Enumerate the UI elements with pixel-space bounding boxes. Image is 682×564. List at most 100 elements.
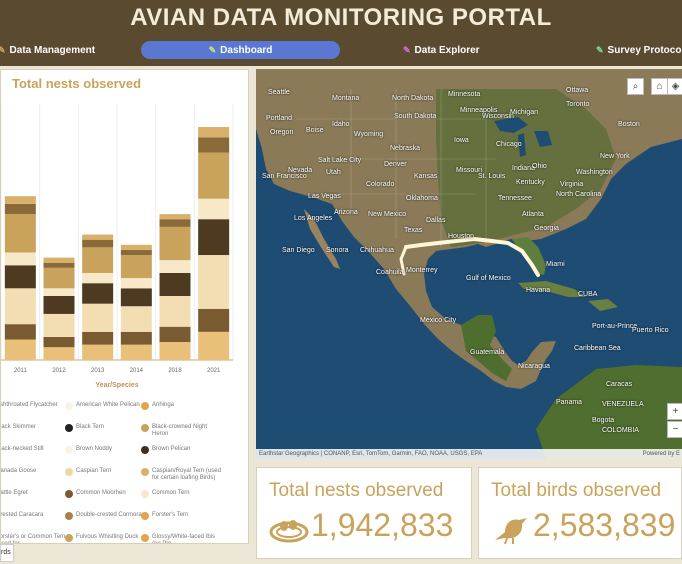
bar-segment[interactable] — [120, 344, 152, 360]
bar-segment[interactable] — [4, 324, 36, 340]
bar-segment[interactable] — [4, 203, 36, 215]
map-place-label: Houston — [448, 233, 475, 240]
legend-label: Black Skimmer — [0, 424, 37, 430]
nav-dashboard[interactable]: ✎ Dashboard — [141, 41, 340, 59]
map-place-label: Puerto Rico — [632, 327, 669, 334]
legend-item[interactable]: Brown Noddy — [65, 446, 147, 454]
bar-segment[interactable] — [82, 247, 114, 273]
bar-segment[interactable] — [43, 257, 75, 263]
legend-item[interactable]: Glossy/White-faced Ibis (no Plg... — [141, 534, 223, 544]
bar-segment[interactable] — [198, 127, 230, 138]
bar-segment[interactable] — [4, 196, 36, 204]
legend-item[interactable]: Black-crowned Night Heron — [141, 424, 223, 438]
map-place-label: Coahuila — [376, 269, 404, 276]
legend-item[interactable]: Black Skimmer — [0, 424, 67, 432]
legend-item[interactable]: American White Pelican — [65, 402, 147, 410]
bar-segment[interactable] — [120, 288, 152, 307]
bar-segment[interactable] — [82, 303, 114, 332]
map-place-label: Boston — [618, 121, 640, 128]
bar-segment[interactable] — [82, 272, 114, 284]
bar-segment[interactable] — [198, 308, 230, 332]
bar-segment[interactable] — [4, 252, 36, 266]
zoom-in-button[interactable]: + — [667, 403, 682, 420]
map-place-label: Toronto — [566, 101, 590, 108]
legend-item[interactable]: Black-necked Stilt — [1, 446, 67, 454]
bottom-tab[interactable]: rds — [0, 544, 14, 562]
legend-item[interactable]: Crested Caracara — [1, 512, 67, 520]
bar-segment[interactable] — [159, 219, 191, 227]
bar-segment[interactable] — [159, 214, 191, 220]
legend-item[interactable]: Fulvous Whistling Duck — [65, 534, 147, 542]
bar-segment[interactable] — [4, 288, 36, 325]
bar-segment[interactable] — [43, 313, 75, 337]
bar-segment[interactable] — [198, 219, 230, 256]
legend-label: Forster's or Common Tern (used for — [1, 534, 66, 544]
bar-segment[interactable] — [82, 283, 114, 304]
layers-icon[interactable]: ◈ — [667, 78, 682, 95]
map-place-label: Nevada — [288, 167, 313, 174]
nest-map[interactable]: Seattle Portland North Dakota Minnesota Otta… — [256, 69, 682, 459]
bar-segment[interactable] — [159, 272, 191, 296]
legend-item[interactable]: Cattle Egret — [1, 490, 67, 498]
legend-item[interactable]: Caspian/Royal Tern (used for certain loa… — [141, 468, 223, 482]
legend-item[interactable]: Common Moorhen — [65, 490, 147, 498]
bar-segment[interactable] — [43, 336, 75, 348]
powered-by-text[interactable]: Powered by E — [642, 451, 680, 457]
zoom-out-button[interactable]: − — [667, 421, 682, 438]
legend-item[interactable]: Caspian Tern — [65, 468, 147, 476]
bar-segment[interactable] — [159, 296, 191, 327]
legend-label: Glossy/White-faced Ibis (no Plg... — [152, 534, 216, 544]
nav-label: Dashboard — [220, 44, 273, 56]
bar-segment[interactable] — [4, 214, 36, 253]
bar-segment[interactable] — [159, 342, 191, 360]
bar-segment[interactable] — [198, 198, 230, 220]
map-place-label: Michigan — [510, 109, 539, 116]
bar-segment[interactable] — [82, 239, 114, 248]
bar-segment[interactable] — [120, 249, 152, 256]
legend-item[interactable]: Anhinga — [141, 402, 223, 410]
legend-item[interactable]: Common Tern — [141, 490, 223, 498]
bar-segment[interactable] — [82, 344, 114, 360]
bar-segment[interactable] — [82, 331, 114, 345]
bar-segment[interactable] — [43, 296, 75, 314]
bar-segment[interactable] — [159, 260, 191, 273]
bar-segment[interactable] — [43, 288, 75, 296]
map-place-label: Ottawa — [566, 87, 589, 94]
nav-survey-protocols[interactable]: ✎ Survey Protocols — [596, 41, 682, 59]
bar-segment[interactable] — [198, 137, 230, 153]
legend-item[interactable]: Double-crested Cormorant — [65, 512, 147, 520]
bar-segment[interactable] — [43, 267, 75, 289]
legend-item[interactable]: Canada Goose — [1, 468, 67, 476]
nav-data-management[interactable]: ✎ Data Management — [0, 41, 98, 59]
search-icon[interactable]: ⌕ — [627, 78, 644, 95]
bar-segment[interactable] — [120, 255, 152, 279]
legend-item[interactable]: Brown Pelican — [141, 446, 223, 454]
legend-item[interactable]: Forster's Tern — [141, 512, 223, 520]
bar-segment[interactable] — [120, 306, 152, 332]
bar-segment[interactable] — [82, 234, 114, 240]
legend-item[interactable]: Black Tern — [65, 424, 147, 432]
bar-segment[interactable] — [120, 278, 152, 289]
bar-segment[interactable] — [43, 262, 75, 268]
bar-segment[interactable] — [4, 265, 36, 289]
legend-label: Double-crested Cormorant — [76, 512, 147, 518]
bar-segment[interactable] — [198, 255, 230, 309]
bar-segment[interactable] — [120, 331, 152, 345]
x-tick-label: 2012 — [52, 368, 66, 374]
map-place-label: Bogota — [592, 417, 615, 424]
bar-segment[interactable] — [43, 347, 75, 360]
legend-item[interactable]: Ashthroated Flycatcher — [1, 402, 67, 410]
bar-segment[interactable] — [198, 152, 230, 199]
bar-segment[interactable] — [198, 331, 230, 360]
nav-data-explorer[interactable]: ✎ Data Explorer — [403, 41, 503, 59]
bar-segment[interactable] — [120, 244, 152, 250]
bar-segment[interactable] — [4, 339, 36, 360]
map-place-label: Los Angeles — [294, 215, 333, 222]
legend-label: Common Moorhen — [76, 490, 126, 496]
bar-segment[interactable] — [159, 226, 191, 261]
legend-item[interactable]: Forster's or Common Tern (used for — [1, 534, 67, 544]
home-icon[interactable]: ⌂ — [651, 78, 668, 95]
stat-label: Total nests observed — [269, 480, 444, 501]
map-place-label: Nebraska — [390, 145, 420, 152]
bar-segment[interactable] — [159, 326, 191, 343]
